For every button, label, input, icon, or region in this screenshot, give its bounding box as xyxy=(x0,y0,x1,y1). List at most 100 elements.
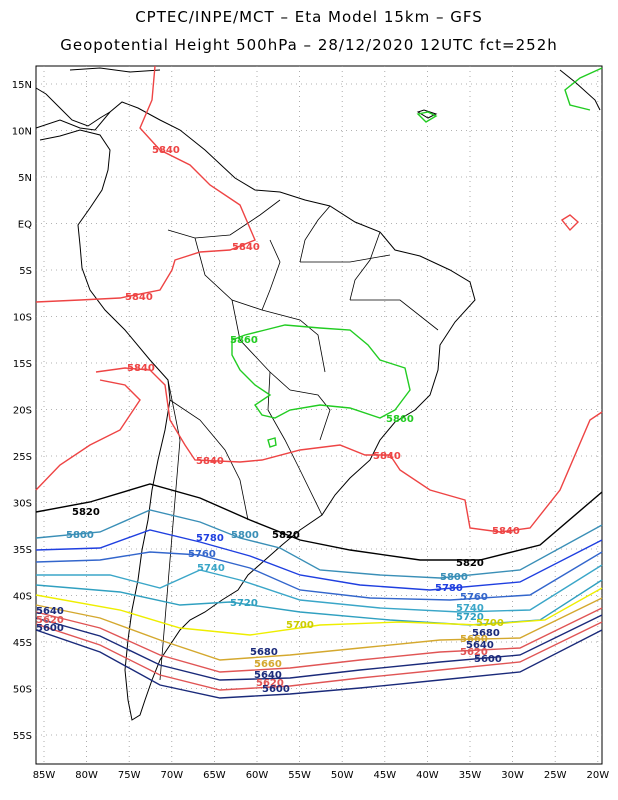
lon-tick-label: 50W xyxy=(331,770,354,781)
lon-tick-label: 40W xyxy=(416,770,439,781)
label-5620-c: 5620 xyxy=(36,615,64,626)
label-5660-b: 5660 xyxy=(460,634,488,645)
south-america-coast xyxy=(35,101,476,721)
label-5860-b: 5860 xyxy=(386,414,414,425)
label-5840-g: 5840 xyxy=(492,526,520,537)
label-5840-b: 5840 xyxy=(232,242,260,253)
label-5740-a: 5740 xyxy=(197,563,225,574)
lat-tick-label: 40S xyxy=(13,592,32,603)
contour-5860-atlantic xyxy=(416,111,438,123)
label-5700-a: 5700 xyxy=(286,620,314,631)
lat-tick-label: 35S xyxy=(13,545,32,556)
label-5800-c: 5800 xyxy=(440,572,468,583)
label-5800-b: 5800 xyxy=(231,530,259,541)
label-5780-b: 5780 xyxy=(435,583,463,594)
lon-tick-label: 60W xyxy=(246,770,269,781)
label-5720-a: 5720 xyxy=(230,598,258,609)
label-5840-f: 5840 xyxy=(373,451,401,462)
map-frame xyxy=(35,65,603,765)
contour-5860-center xyxy=(231,324,411,419)
label-5840-a: 5840 xyxy=(152,145,180,156)
label-5600-b: 5600 xyxy=(474,654,502,665)
label-5600-c: 5600 xyxy=(36,623,64,634)
contour-5740 xyxy=(36,564,603,613)
label-5820-c: 5820 xyxy=(456,558,484,569)
label-5820-b: 5820 xyxy=(272,530,300,541)
contour-5700 xyxy=(35,587,603,636)
lon-tick-label: 35W xyxy=(459,770,482,781)
lat-tick-label: 10N xyxy=(12,127,32,138)
lat-tick-label: 15N xyxy=(12,80,32,91)
lon-tick-label: 25W xyxy=(544,770,567,781)
lat-tick-label: 50S xyxy=(13,685,32,696)
longitude-labels: 85W 80W 75W 70W 65W 60W 55W 50W 45W 40W 35W 30W 25W 2… xyxy=(33,770,610,781)
contour-5760 xyxy=(35,551,603,601)
contour-5680 xyxy=(35,597,603,661)
label-5640-a: 5640 xyxy=(254,670,282,681)
label-5760-a: 5760 xyxy=(188,549,216,560)
label-5700-b: 5700 xyxy=(476,618,504,629)
contour-5840-coast xyxy=(95,367,603,533)
label-5860-a: 5860 xyxy=(230,335,258,346)
lat-tick-label: 25S xyxy=(13,452,32,463)
map-title-line1: CPTEC/INPE/MCT – Eta Model 15km – GFS xyxy=(135,8,483,26)
label-5740-b: 5740 xyxy=(456,603,484,614)
label-5660-a: 5660 xyxy=(254,659,282,670)
contour-5860-blob xyxy=(267,437,277,448)
label-5840-e: 5840 xyxy=(196,456,224,467)
lat-tick-label: 10S xyxy=(13,313,32,324)
lat-tick-label: 30S xyxy=(13,499,32,510)
contour-5840-atlantic xyxy=(560,214,580,232)
label-5780-a: 5780 xyxy=(196,533,224,544)
caribbean-islands xyxy=(69,67,161,73)
latitude-labels: 15N 10N 5N EQ 5S 10S 15S 20S 25S 30S 35S 40S 45S 50S 5… xyxy=(12,80,32,742)
label-5680-b: 5680 xyxy=(472,628,500,639)
label-5820-a: 5820 xyxy=(72,507,100,518)
lon-tick-label: 70W xyxy=(160,770,183,781)
lat-tick-label: 45S xyxy=(13,638,32,649)
contour-5600 xyxy=(35,629,603,699)
lat-tick-label: 20S xyxy=(13,406,32,417)
lat-tick-label: 55S xyxy=(13,731,32,742)
contour-5840-west xyxy=(35,379,141,491)
geopotential-contours xyxy=(35,65,603,699)
lat-tick-label: 15S xyxy=(13,359,32,370)
label-5800-a: 5800 xyxy=(66,530,94,541)
lat-tick-label: 5S xyxy=(19,266,32,277)
lat-lon-grid xyxy=(36,66,602,764)
country-borders xyxy=(159,199,439,681)
lon-tick-label: 30W xyxy=(501,770,524,781)
label-5620-b: 5620 xyxy=(460,647,488,658)
contour-5820 xyxy=(35,483,603,561)
map-title-line2: Geopotential Height 500hPa – 28/12/2020 … xyxy=(60,36,558,54)
coastline xyxy=(35,67,601,721)
contour-5840-north xyxy=(35,65,256,303)
coast-detail-2 xyxy=(559,69,601,111)
lat-tick-label: EQ xyxy=(18,220,32,231)
label-5640-b: 5640 xyxy=(466,640,494,651)
label-5620-a: 5620 xyxy=(256,678,284,689)
contour-5800 xyxy=(35,509,603,579)
lon-tick-label: 20W xyxy=(586,770,609,781)
contour-labels: 5840 5840 5840 5840 5840 5840 5840 5860 … xyxy=(36,145,520,695)
label-5600-a: 5600 xyxy=(262,684,290,695)
lon-tick-label: 65W xyxy=(203,770,226,781)
contour-5640 xyxy=(35,614,603,681)
label-5760-b: 5760 xyxy=(460,592,488,603)
label-5680-a: 5680 xyxy=(250,647,278,658)
lon-tick-label: 55W xyxy=(288,770,311,781)
label-5640-c: 5640 xyxy=(36,606,64,617)
contour-5660 xyxy=(35,607,603,673)
coast-detail-1 xyxy=(416,109,438,119)
label-5840-c: 5840 xyxy=(125,292,153,303)
contour-5860-ne xyxy=(564,67,603,111)
lon-tick-label: 75W xyxy=(118,770,141,781)
lon-tick-label: 45W xyxy=(373,770,396,781)
lat-tick-label: 5N xyxy=(18,173,32,184)
lon-tick-label: 80W xyxy=(75,770,98,781)
label-5720-b: 5720 xyxy=(456,612,484,623)
contour-5620 xyxy=(35,621,603,691)
central-america-coast xyxy=(35,87,111,127)
label-5840-d: 5840 xyxy=(127,363,155,374)
